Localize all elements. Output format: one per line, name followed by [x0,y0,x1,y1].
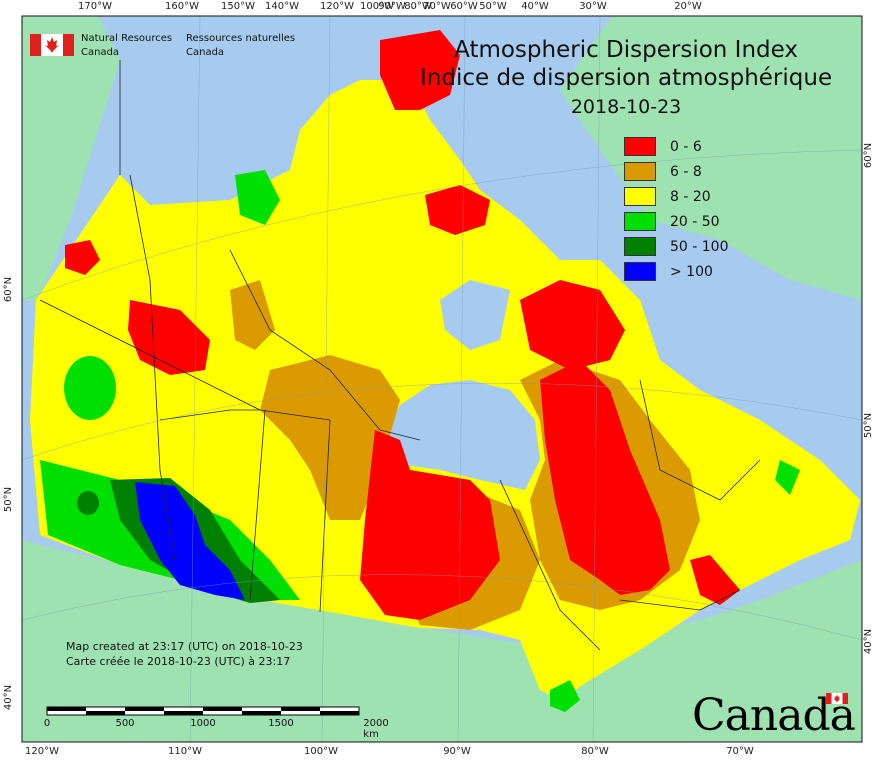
legend-item: 6 - 8 [624,159,729,184]
title-date: 2018-10-23 [570,96,682,118]
legend-label: 8 - 20 [670,188,711,205]
legend-label: 20 - 50 [670,213,720,230]
scale-label: 1000 [190,718,216,729]
zone-red-ontario [360,430,500,620]
zone-green-ontario-south [550,680,580,712]
usa-landmass [22,540,862,742]
zone-red-quebec [540,360,670,595]
graticule-label-top: 160°W [165,1,199,12]
canada-flag-icon [30,34,74,56]
graticule-label-left: 50°N [3,486,15,513]
legend: 0 - 6 6 - 8 8 - 20 20 - 50 50 - 100 > 100 [624,134,729,284]
zone-red-baffin [520,280,625,370]
zone-orange-nwt [230,280,275,350]
graticule-label-top: 60°W [450,1,478,12]
nrcan-english-line1: Natural Resources [81,33,173,44]
zone-green-victoria [235,170,280,225]
nrcan-french-line1: Ressources naturelles [186,33,296,44]
legend-item: 8 - 20 [624,184,729,209]
greenland-landmass [560,16,862,300]
scale-bar-graphic [46,706,360,716]
province-borders [39,60,761,651]
legend-swatch [624,262,656,281]
scale-label: 2000 km [363,718,389,740]
graticule-label-bottom: 120°W [25,746,59,757]
zone-green-bc [64,356,116,420]
legend-swatch [624,187,656,206]
nrcan-english-line2: Canada [81,47,120,58]
legend-item: > 100 [624,259,729,284]
graticule-label-right: 60°N [863,142,875,169]
graticule-label-top: 70°W [423,1,451,12]
zone-green-newfoundland [775,460,800,495]
scale-bar: 0 500 1000 1500 2000 km [43,704,389,740]
graticule-label-right: 50°N [863,412,875,439]
graticule-label-top: 150°W [221,1,255,12]
graticule-label-top: 100°W [360,1,394,12]
title-french: Indice de dispersion atmosphérique [420,65,833,91]
legend-swatch [624,137,656,156]
graticule-label-top: 170°W [78,1,112,12]
credit-english: Map created at 23:17 (UTC) on 2018-10-23 [66,640,303,653]
credit-french: Carte créée le 2018-10-23 (UTC) à 23:17 [66,655,291,668]
graticule-label-bottom: 70°W [726,746,754,757]
legend-label: 0 - 6 [670,138,702,155]
graticule-label-top: 50°W [479,1,507,12]
graticule-label-top: 30°W [579,1,607,12]
title-english: Atmospheric Dispersion Index [454,37,798,63]
graticule-label-top: 140°W [265,1,299,12]
graticule-label-bottom: 100°W [304,746,338,757]
zone-red-nwt [128,300,210,375]
graticule-label-top: 40°W [521,1,549,12]
scale-label: 1500 [268,718,294,729]
graticule-label-bottom: 110°W [168,746,202,757]
legend-swatch [624,162,656,181]
graticule-label-left: 40°N [3,684,15,711]
legend-item: 50 - 100 [624,234,729,259]
map-border [21,15,863,743]
nrcan-french-line2: Canada [186,47,225,58]
zone-red-maritimes [690,555,740,605]
canada-wordmark: Canada [692,690,856,741]
zone-darkgreen-bc [77,491,99,515]
wordmark-flag-icon [826,693,848,704]
graticule-label-top: 80°W [404,1,432,12]
legend-label: 6 - 8 [670,163,702,180]
legend-swatch [624,237,656,256]
graticule-label-top: 120°W [320,1,354,12]
map-title: Atmospheric Dispersion Index Indice de d… [420,36,832,120]
legend-label: 50 - 100 [670,238,729,255]
nrcan-english: Natural Resources Canada [81,32,172,60]
map-credit: Map created at 23:17 (UTC) on 2018-10-23… [66,639,303,669]
legend-item: 20 - 50 [624,209,729,234]
graticule-label-bottom: 80°W [581,746,609,757]
scale-label: 500 [115,718,135,729]
graticule-label-top: 90°W [378,1,406,12]
legend-item: 0 - 6 [624,134,729,159]
legend-swatch [624,212,656,231]
alaska-landmass [22,16,120,300]
graticule-label-top: 20°W [674,1,702,12]
zone-red-devon [425,185,490,235]
graticule-lines [21,15,863,743]
legend-label: > 100 [670,263,713,280]
zone-blue-prairies [135,482,245,600]
graticule-label-left: 60°N [3,276,15,303]
hudson-bay [380,380,540,490]
nrcan-french: Ressources naturelles Canada [186,32,295,60]
zone-red-yukon [65,240,100,275]
graticule-label-right: 40°N [863,628,875,655]
scale-label: 0 [43,718,51,729]
foxe-basin [440,280,510,350]
zone-red-ellesmere [380,30,460,110]
graticule-label-bottom: 90°W [443,746,471,757]
